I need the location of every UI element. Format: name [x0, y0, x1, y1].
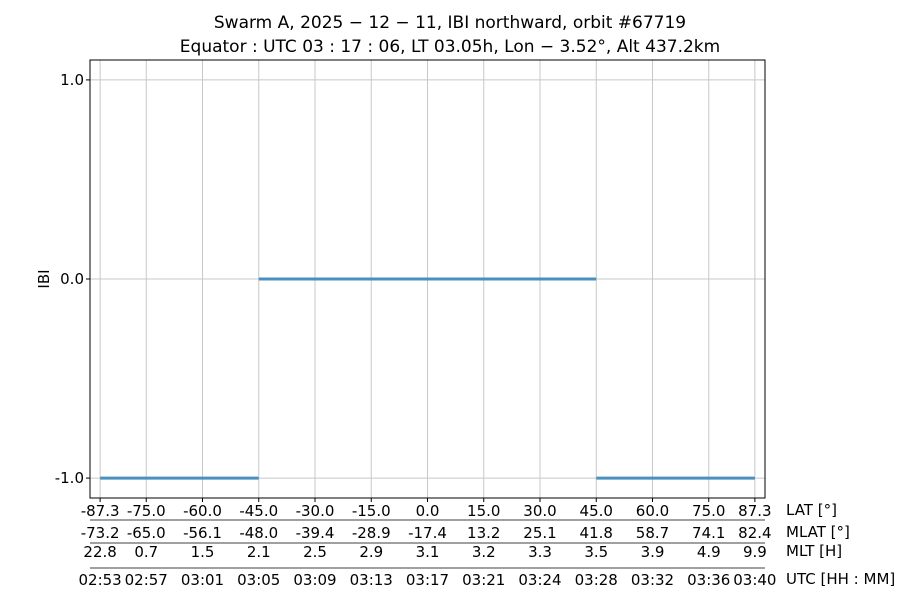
x-tick-label: 60.0 — [636, 502, 669, 520]
y-axis-label: IBI — [35, 269, 53, 288]
x-tick-label: 82.4 — [738, 524, 771, 542]
x-tick-label: 03:36 — [687, 571, 730, 589]
y-tick-label: -1.0 — [55, 469, 84, 487]
x-tick-label: 4.9 — [697, 543, 721, 561]
grid-lines — [90, 60, 765, 502]
x-tick-label: 03:13 — [350, 571, 393, 589]
x-tick-label: 45.0 — [580, 502, 613, 520]
x-tick-label: 03:28 — [575, 571, 618, 589]
x-tick-label: 1.5 — [191, 543, 215, 561]
x-tick-label: 75.0 — [692, 502, 725, 520]
x-tick-label: 3.5 — [584, 543, 608, 561]
x-axis-row-name: UTC [HH : MM] — [786, 570, 895, 588]
x-tick-label: -75.0 — [127, 502, 166, 520]
x-tick-label: 0.0 — [416, 502, 440, 520]
x-axis-row-name: MLT [H] — [786, 542, 842, 560]
x-tick-label: 2.1 — [247, 543, 271, 561]
x-tick-label: 03:09 — [293, 571, 336, 589]
x-tick-label: 02:57 — [125, 571, 168, 589]
x-tick-label: -15.0 — [352, 502, 391, 520]
x-tick-label: -65.0 — [127, 524, 166, 542]
x-tick-label: -28.9 — [352, 524, 391, 542]
x-axis-row-name: MLAT [°] — [786, 523, 850, 541]
x-tick-label: 0.7 — [134, 543, 158, 561]
x-tick-label: 3.2 — [472, 543, 496, 561]
x-tick-label: -17.4 — [408, 524, 447, 542]
x-tick-label: 41.8 — [580, 524, 613, 542]
y-tick-label: 0.0 — [60, 270, 84, 288]
y-tick-label: 1.0 — [60, 71, 84, 89]
x-tick-label: -48.0 — [239, 524, 278, 542]
x-tick-label: 9.9 — [743, 543, 767, 561]
x-tick-label: 13.2 — [467, 524, 500, 542]
x-tick-label: 03:21 — [462, 571, 505, 589]
data-series — [100, 277, 755, 480]
x-tick-label: 03:01 — [181, 571, 224, 589]
x-axis-row-name: LAT [°] — [786, 501, 837, 519]
x-tick-label: -45.0 — [239, 502, 278, 520]
x-tick-label: 02:53 — [79, 571, 122, 589]
x-tick-label: -56.1 — [183, 524, 222, 542]
x-tick-label: 74.1 — [692, 524, 725, 542]
x-tick-label: 03:32 — [631, 571, 674, 589]
x-tick-label: 87.3 — [738, 502, 771, 520]
x-tick-label: 15.0 — [467, 502, 500, 520]
x-tick-label: 2.5 — [303, 543, 327, 561]
x-tick-label: 22.8 — [83, 543, 116, 561]
y-axis-ticks: -1.0 0.0 1.0 — [55, 71, 90, 487]
x-tick-label: 03:05 — [237, 571, 280, 589]
x-tick-label: 03:17 — [406, 571, 449, 589]
x-tick-label: 58.7 — [636, 524, 669, 542]
x-tick-label: 3.1 — [416, 543, 440, 561]
x-tick-label: -39.4 — [296, 524, 335, 542]
x-tick-label: 3.3 — [528, 543, 552, 561]
x-tick-label: 30.0 — [523, 502, 556, 520]
chart-title-line-2: Equator : UTC 03 : 17 : 06, LT 03.05h, L… — [179, 37, 721, 57]
x-tick-label: -87.3 — [81, 502, 120, 520]
chart-title-line-1: Swarm A, 2025 − 12 − 11, IBI northward, … — [213, 13, 687, 33]
x-tick-label: 03:24 — [518, 571, 561, 589]
x-tick-label: -60.0 — [183, 502, 222, 520]
x-tick-label: -30.0 — [296, 502, 335, 520]
x-axis-rows: -87.3 -75.0 -60.0 -45.0 -30.0 -15.0 0.0 15.0 30.… — [79, 501, 896, 589]
x-tick-label: 3.9 — [641, 543, 665, 561]
x-tick-label: 25.1 — [523, 524, 556, 542]
x-tick-label: 03:40 — [733, 571, 776, 589]
x-tick-label: 2.9 — [359, 543, 383, 561]
x-tick-label: -73.2 — [81, 524, 120, 542]
